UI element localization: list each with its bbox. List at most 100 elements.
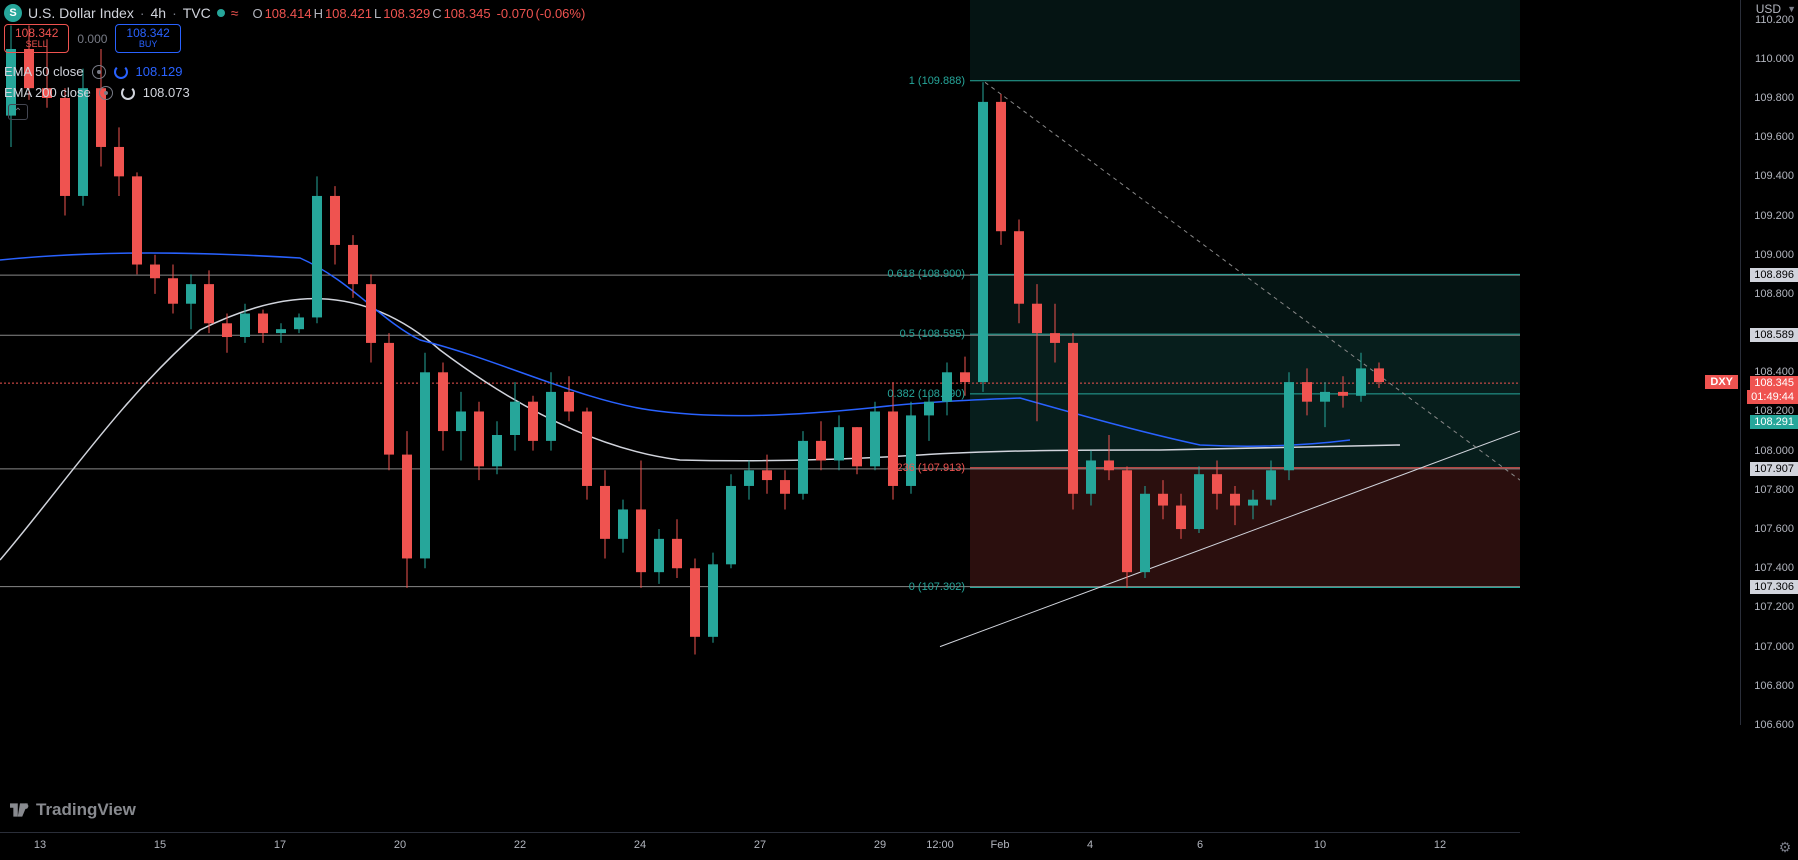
x-axis-tick: 20 [394,839,406,851]
candle-body [312,196,322,317]
candle-body [1122,470,1132,572]
candle-body [582,411,592,485]
y-axis-tick: 106.600 [1754,719,1794,731]
candle-body [1374,368,1384,382]
candle-body [1212,474,1222,494]
candle-body [150,265,160,279]
candle-body [690,568,700,637]
chart-svg [0,0,1520,725]
interval-label[interactable]: 4h [151,5,167,21]
tradingview-watermark: TradingView [10,800,136,820]
symbol-icon: S [4,4,22,22]
candle-body [1266,470,1276,499]
y-axis-tick: 109.800 [1754,92,1794,104]
candle-body [78,88,88,196]
alert-icon: ≈ [231,5,239,21]
refresh-icon[interactable] [114,65,128,79]
candle-body [654,539,664,572]
price-label: 107.907 [1750,462,1798,476]
fib-zone [970,468,1520,588]
price-axis[interactable]: 110.200110.000109.800109.600109.400109.2… [1740,0,1798,725]
candle-body [186,284,196,304]
refresh-icon[interactable] [121,86,135,100]
candle-body [402,455,412,559]
candle-body [834,427,844,460]
chevron-down-icon: ▼ [1787,4,1796,14]
sell-button[interactable]: 108.342 SELL [4,24,69,53]
sell-label: SELL [15,40,58,50]
eye-icon[interactable] [99,86,113,100]
tradingview-logo-icon [10,800,30,820]
price-label: 108.589 [1750,328,1798,342]
eye-icon[interactable] [92,65,106,79]
fib-label: 0.382 (108.290) [880,388,965,400]
candle-body [1158,494,1168,506]
x-axis-tick: 24 [634,839,646,851]
candle-body [492,435,502,466]
y-axis-tick: 107.600 [1754,523,1794,535]
x-axis-tick: 6 [1197,839,1203,851]
candle-body [636,509,646,572]
symbol-title[interactable]: U.S. Dollar Index [28,5,134,21]
candle-body [366,284,376,343]
y-axis-tick: 108.000 [1754,445,1794,457]
indicator-value: 108.129 [136,64,183,79]
watermark-text: TradingView [36,800,136,820]
price-label: 108.896 [1750,268,1798,282]
x-axis-tick: 10 [1314,839,1326,851]
price-label: 01:49:44 [1747,390,1798,404]
candle-body [438,372,448,431]
candle-body [960,372,970,382]
indicator-row[interactable]: EMA 200 close 108.073 [4,85,190,100]
y-axis-tick: 107.800 [1754,484,1794,496]
candle-body [996,102,1006,231]
candle-body [294,317,304,329]
fib-label: 0 (107.302) [880,581,965,593]
header-bar: S U.S. Dollar Index · 4h · TVC ≈ O108.41… [4,4,585,22]
candle-body [816,441,826,461]
status-dot-icon [217,9,225,17]
x-axis-tick: 29 [874,839,886,851]
candle-body [1104,460,1114,470]
fib-label: 0.236 (107.913) [880,462,965,474]
candle-body [1068,343,1078,494]
currency-selector[interactable]: USD ▼ [1756,2,1796,16]
spread-value: 0.000 [71,32,113,46]
indicator-row[interactable]: EMA 50 close 108.129 [4,64,183,79]
y-axis-tick: 109.400 [1754,170,1794,182]
candle-body [762,470,772,480]
separator-dot: · [140,5,145,21]
chart-area[interactable]: 1 (109.888)0.618 (108.900)0.5 (108.595)0… [0,0,1520,725]
gear-icon: ⚙ [1779,839,1792,856]
y-axis-tick: 107.200 [1754,601,1794,613]
buy-button[interactable]: 108.342 BUY [115,24,180,53]
candle-body [222,323,232,337]
candle-body [348,245,358,284]
x-axis-tick: Feb [991,839,1010,851]
y-axis-tick: 107.000 [1754,641,1794,653]
candle-body [978,102,988,382]
candle-body [456,411,466,431]
time-axis[interactable]: 131517202224272912:00Feb461012 [0,832,1520,860]
chevron-up-icon: ⌃ [14,107,22,118]
candle-body [564,392,574,412]
y-axis-tick: 107.400 [1754,562,1794,574]
candle-body [1014,231,1024,304]
status-pill [217,9,225,17]
sell-buy-panel: 108.342 SELL 0.000 108.342 BUY [4,24,181,53]
fib-zone [970,0,1520,81]
candle-body [240,314,250,338]
candle-body [1356,368,1366,395]
candle-body [132,176,142,264]
buy-label: BUY [126,40,169,50]
candle-body [906,415,916,486]
fib-zone [970,394,1520,468]
fib-label: 1 (109.888) [880,75,965,87]
candle-body [1230,494,1240,506]
separator-dot: · [172,5,177,21]
candle-body [798,441,808,494]
collapse-indicators-button[interactable]: ⌃ [8,104,28,120]
candle-body [888,411,898,485]
settings-button[interactable]: ⚙ [1776,838,1794,856]
indicator-value: 108.073 [143,85,190,100]
